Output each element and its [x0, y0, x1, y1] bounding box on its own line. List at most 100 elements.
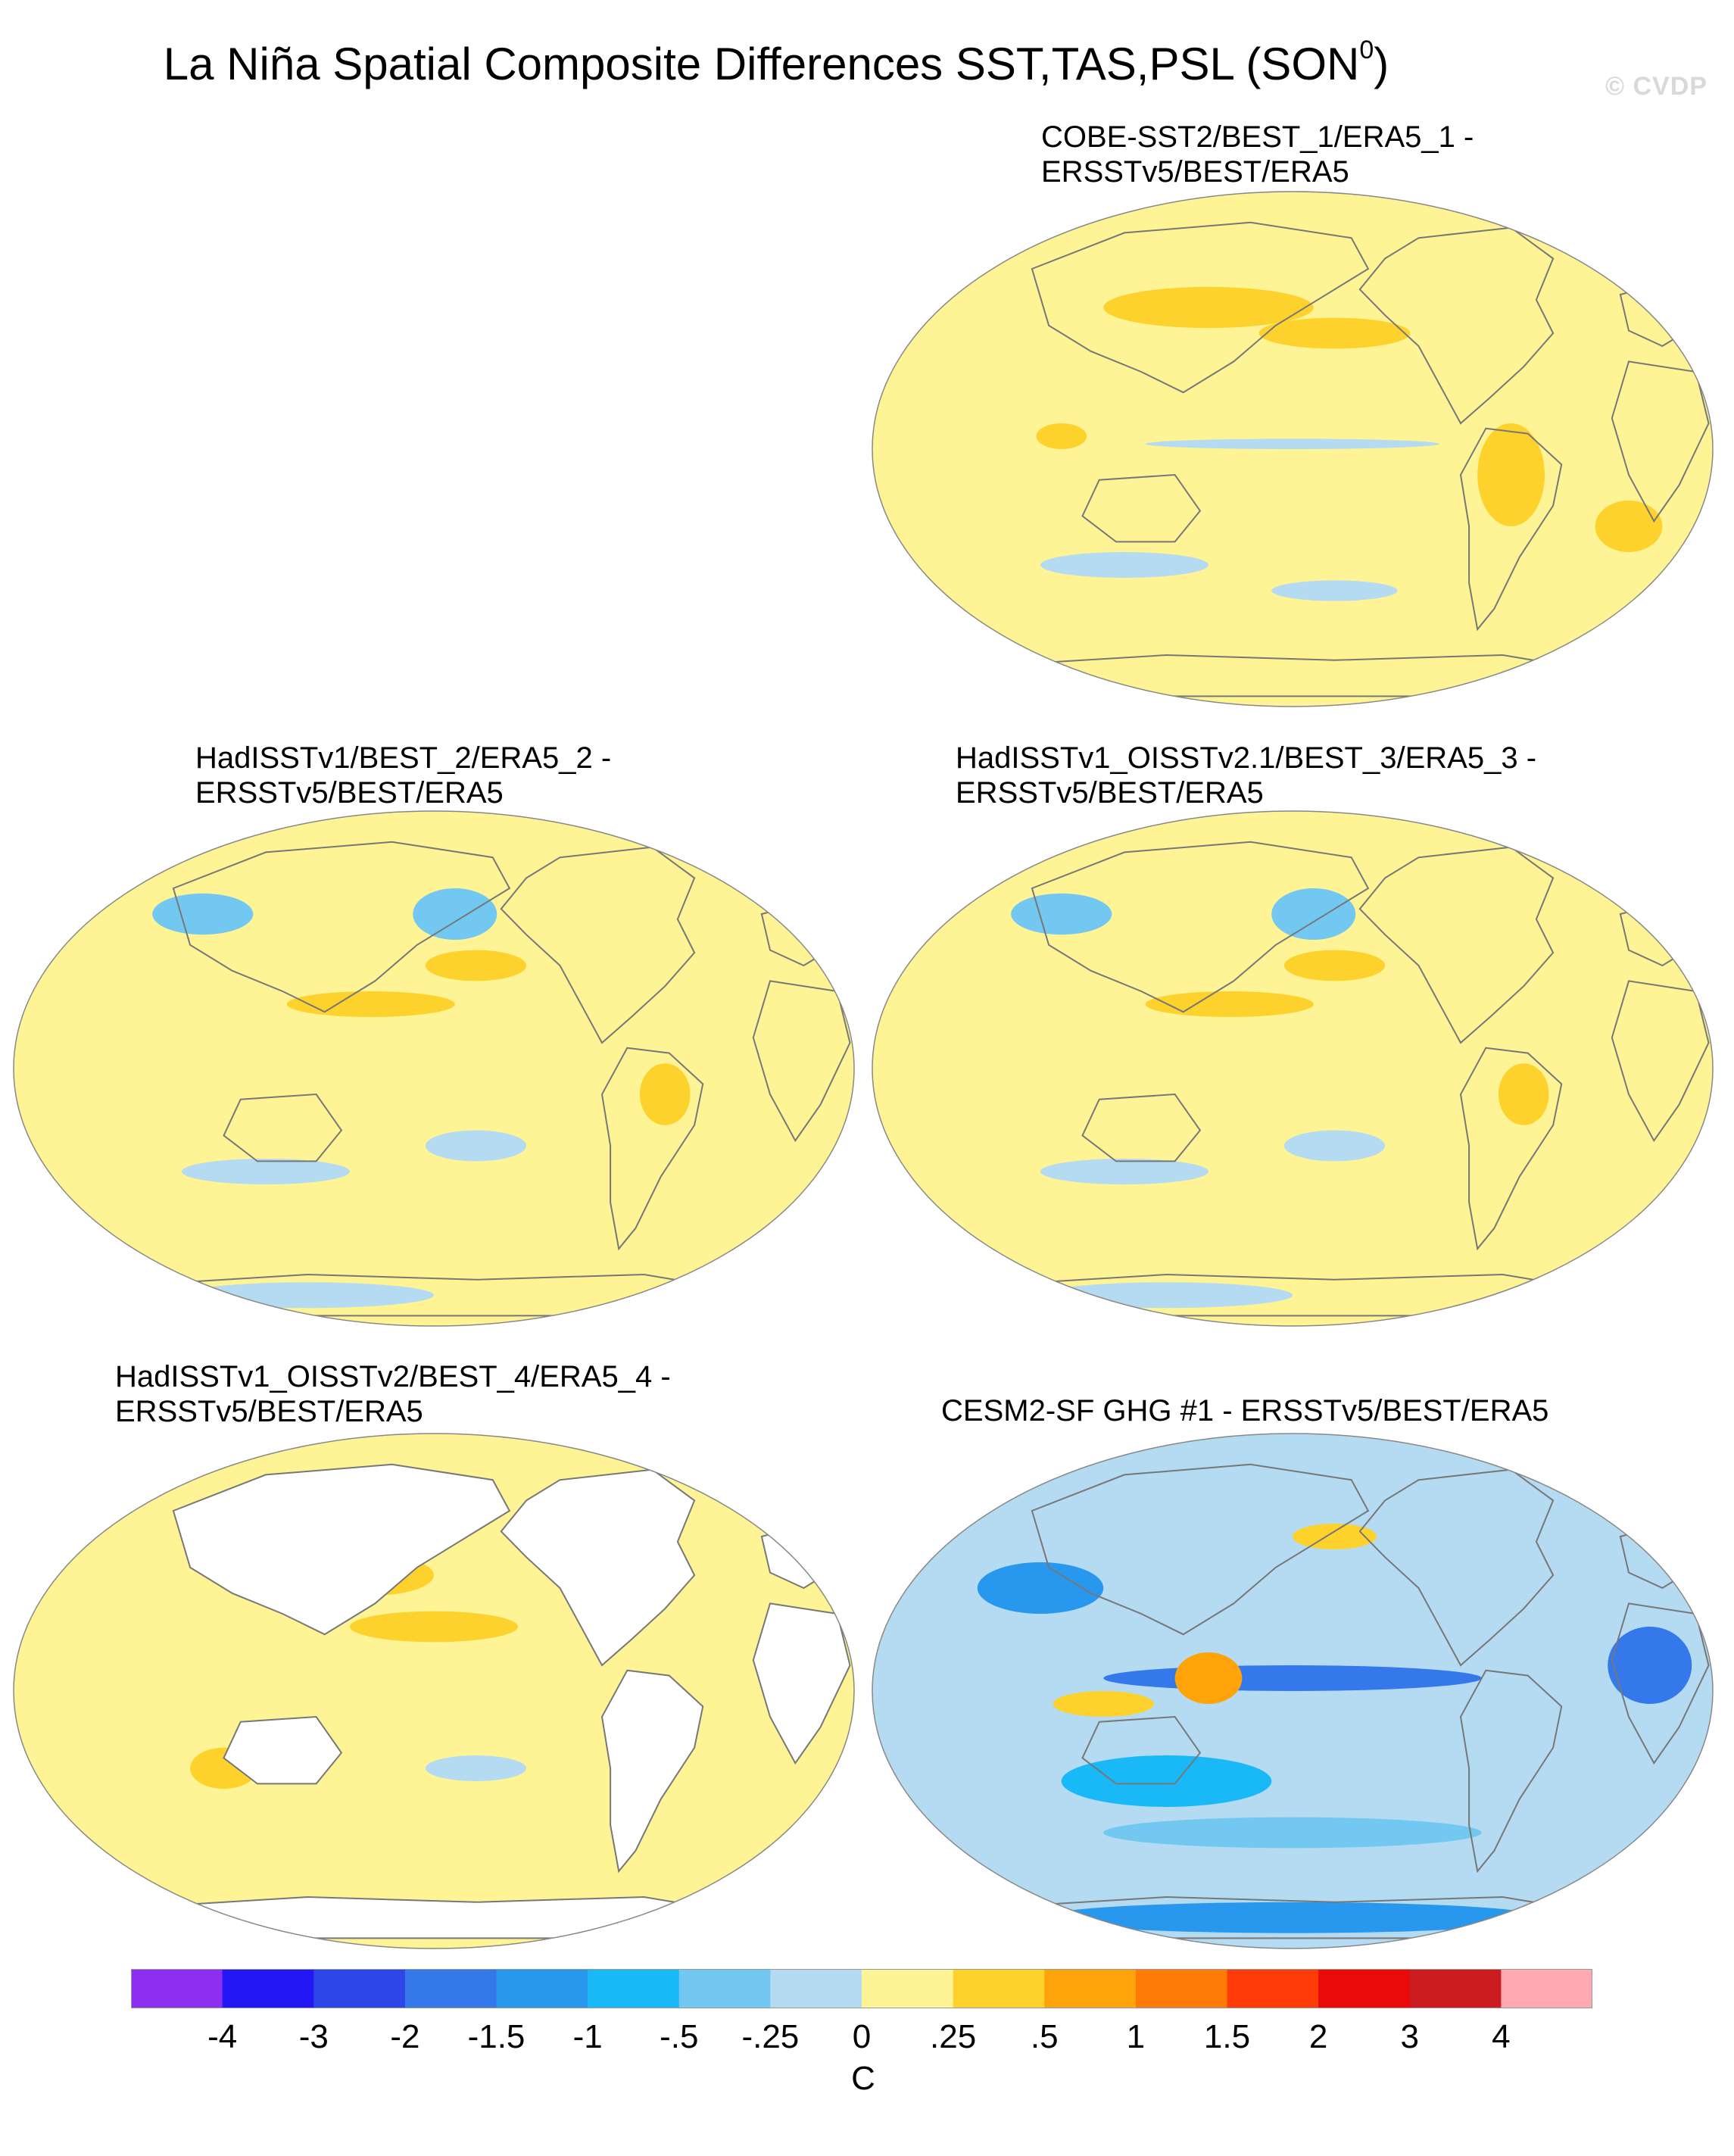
colorbar-unit-label: C	[851, 2060, 875, 2097]
map-coastline-eurasia	[172, 841, 511, 1013]
map-anomaly-region	[350, 1611, 518, 1643]
colorbar-swatch	[313, 1969, 406, 2008]
colorbar-swatch	[1318, 1969, 1411, 2008]
map-panel-oisstv21	[872, 810, 1714, 1327]
map-border	[13, 1433, 855, 1949]
map-coastline-eurasia	[1031, 221, 1370, 394]
map-coastline-eurasia	[172, 1463, 511, 1636]
map-coastline-australia	[223, 1715, 343, 1785]
panel-title-oisstv2: HadISSTv1_OISSTv2/BEST_4/ERA5_4 - ERSSTv5…	[115, 1360, 671, 1428]
map-background-field	[872, 811, 1713, 1326]
colorbar-tick-label: 1.5	[1203, 2018, 1251, 2055]
map-anomaly-region	[425, 950, 527, 981]
map-anomaly-region	[1040, 1282, 1293, 1309]
map-coastline-northAmerica	[1358, 1468, 1555, 1667]
map-panel-cobe	[872, 191, 1714, 707]
panel-title-cobe: COBE-SST2/BEST_1/ERA5_1 - ERSSTv5/BEST/ER…	[1041, 120, 1474, 189]
map-anomaly-region	[1011, 893, 1112, 935]
map-anomaly-region	[1103, 1817, 1482, 1849]
map-coastline-southAmerica	[1459, 427, 1563, 632]
colorbar-swatch	[588, 1969, 680, 2008]
map-border	[872, 1433, 1714, 1949]
map-field	[14, 811, 854, 1326]
map-anomaly-region	[1040, 552, 1208, 578]
map-anomaly-region	[1271, 888, 1356, 940]
map-anomaly-region	[1145, 438, 1440, 449]
map-coastline-southAmerica	[600, 1669, 704, 1874]
panel-title-hadisst-best2: HadISSTv1/BEST_2/ERA5_2 - ERSSTv5/BEST/ER…	[195, 741, 612, 810]
map-anomaly-region	[1040, 1902, 1545, 1933]
watermark: © CVDP	[1605, 72, 1707, 101]
colorbar-tick-label: -.25	[741, 2018, 800, 2055]
map-coastline-australia	[1081, 473, 1202, 543]
colorbar-swatch	[222, 1969, 314, 2008]
map-anomaly-region	[425, 1755, 527, 1781]
colorbar-tick-label: -2	[390, 2018, 420, 2055]
colorbar-tick-label: -3	[298, 2018, 329, 2055]
map-coastline-northAmerica	[1358, 846, 1555, 1044]
map-anomaly-region	[1283, 1130, 1386, 1162]
map-anomaly-region	[1103, 1665, 1482, 1691]
map-anomaly-region	[1498, 1063, 1549, 1125]
colorbar-tick-label: .5	[1030, 2018, 1059, 2055]
colorbar-swatch	[1044, 1969, 1137, 2008]
map-background-field	[14, 811, 854, 1326]
map-coastline-antarctica	[139, 1895, 737, 1939]
map-coastline-northAmerica	[500, 846, 696, 1044]
colorbar-swatch	[1409, 1969, 1502, 2008]
map-field	[872, 192, 1713, 707]
map-anomaly-region	[286, 991, 455, 1017]
map-coastline-southAmerica	[1459, 1669, 1563, 1874]
colorbar-swatch	[953, 1969, 1045, 2008]
map-panel-cesm2	[872, 1433, 1714, 1949]
colorbar-swatch	[404, 1969, 497, 2008]
map-anomaly-region	[182, 1159, 350, 1184]
colorbar-tick-label: 3	[1400, 2018, 1419, 2055]
figure-title: La Niña Spatial Composite Differences SS…	[163, 36, 1389, 89]
map-border	[872, 810, 1714, 1327]
colorbar-swatch	[1501, 1969, 1592, 2008]
map-coastline-eurasia	[1031, 1463, 1370, 1636]
map-coastline-northAmerica	[1358, 226, 1555, 425]
colorbar-tick-label: -1.5	[467, 2018, 526, 2055]
map-border	[13, 810, 855, 1327]
map-anomaly-region	[1053, 1691, 1154, 1717]
map-anomaly-region	[1036, 423, 1087, 449]
colorbar-tick-label: 1	[1126, 2018, 1146, 2055]
map-anomaly-region	[1040, 1159, 1208, 1184]
map-field	[872, 1434, 1713, 1949]
colorbar-tick-label: 4	[1492, 2018, 1511, 2055]
map-anomaly-region	[425, 1130, 527, 1162]
map-anomaly-region	[639, 1063, 691, 1125]
map-anomaly-region	[1271, 580, 1398, 601]
map-anomaly-region	[413, 888, 497, 940]
map-anomaly-region	[977, 1562, 1104, 1614]
map-coastline-southAmerica	[600, 1047, 704, 1251]
colorbar-frame	[131, 1969, 1592, 2008]
colorbar-swatch	[862, 1969, 954, 2008]
colorbar-swatch	[131, 1969, 223, 2008]
map-anomaly-region	[1283, 950, 1386, 981]
map-coastline-southAmerica	[1459, 1047, 1563, 1251]
map-anomaly-region	[152, 893, 254, 935]
colorbar-swatch	[770, 1969, 862, 2008]
panel-title-oisstv21: HadISSTv1_OISSTv2.1/BEST_3/ERA5_3 - ERSST…	[956, 741, 1537, 810]
map-anomaly-region	[1608, 1627, 1692, 1704]
map-anomaly-region	[1145, 991, 1314, 1017]
map-border	[872, 191, 1714, 707]
map-panel-hadisst-best2	[13, 810, 855, 1327]
colorbar	[131, 1969, 1592, 2008]
map-anomaly-region	[1258, 317, 1411, 349]
map-anomaly-region	[182, 1282, 434, 1309]
map-coastline-northAmerica	[500, 1468, 696, 1667]
map-coastline-australia	[1081, 1715, 1202, 1785]
map-anomaly-region	[1595, 501, 1663, 552]
colorbar-swatch	[496, 1969, 588, 2008]
colorbar-swatch	[678, 1969, 771, 2008]
colorbar-swatch	[1135, 1969, 1227, 2008]
map-panel-oisstv2	[13, 1433, 855, 1949]
map-anomaly-region	[1061, 1755, 1272, 1807]
map-coastline-australia	[223, 1093, 343, 1162]
colorbar-tick-label: .25	[930, 2018, 977, 2055]
colorbar-tick-label: 2	[1308, 2018, 1328, 2055]
